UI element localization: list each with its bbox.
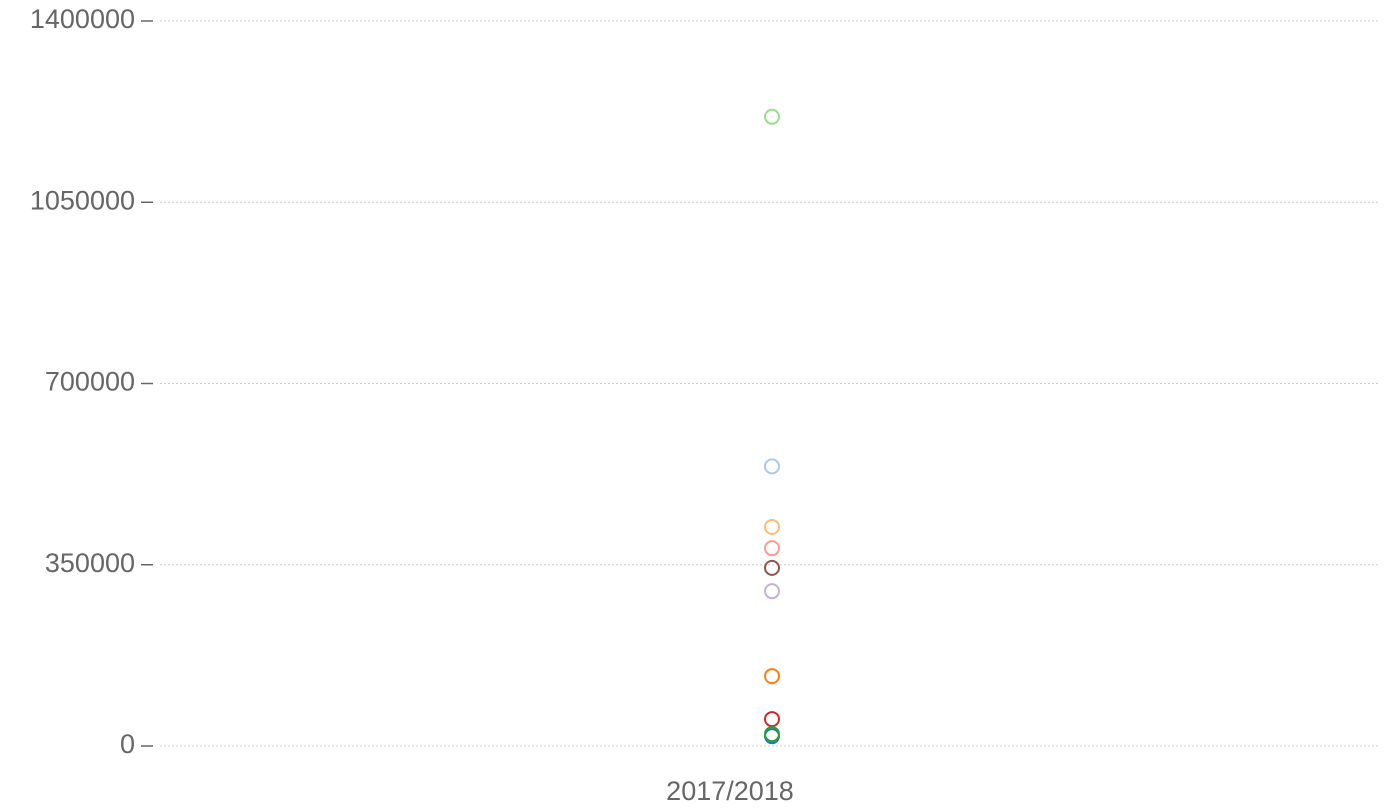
point [764, 726, 780, 743]
point [764, 559, 780, 576]
point [764, 540, 780, 557]
point [764, 518, 780, 535]
point [764, 711, 780, 728]
y-tick-label: 0 [120, 729, 135, 759]
y-tick-label: 350000 [45, 548, 135, 578]
point [764, 458, 780, 475]
y-tick-label: 1400000 [30, 4, 135, 34]
point [764, 108, 780, 125]
point [764, 668, 780, 685]
x-tick-label: 2017/2018 [666, 776, 794, 806]
y-tick-label: 700000 [45, 367, 135, 397]
y-tick-label: 1050000 [30, 185, 135, 215]
point [764, 583, 780, 600]
